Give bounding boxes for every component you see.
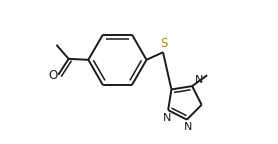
Text: N: N	[194, 75, 203, 85]
Text: N: N	[183, 122, 192, 132]
Text: O: O	[48, 69, 58, 82]
Text: N: N	[163, 113, 172, 123]
Text: S: S	[160, 37, 167, 50]
